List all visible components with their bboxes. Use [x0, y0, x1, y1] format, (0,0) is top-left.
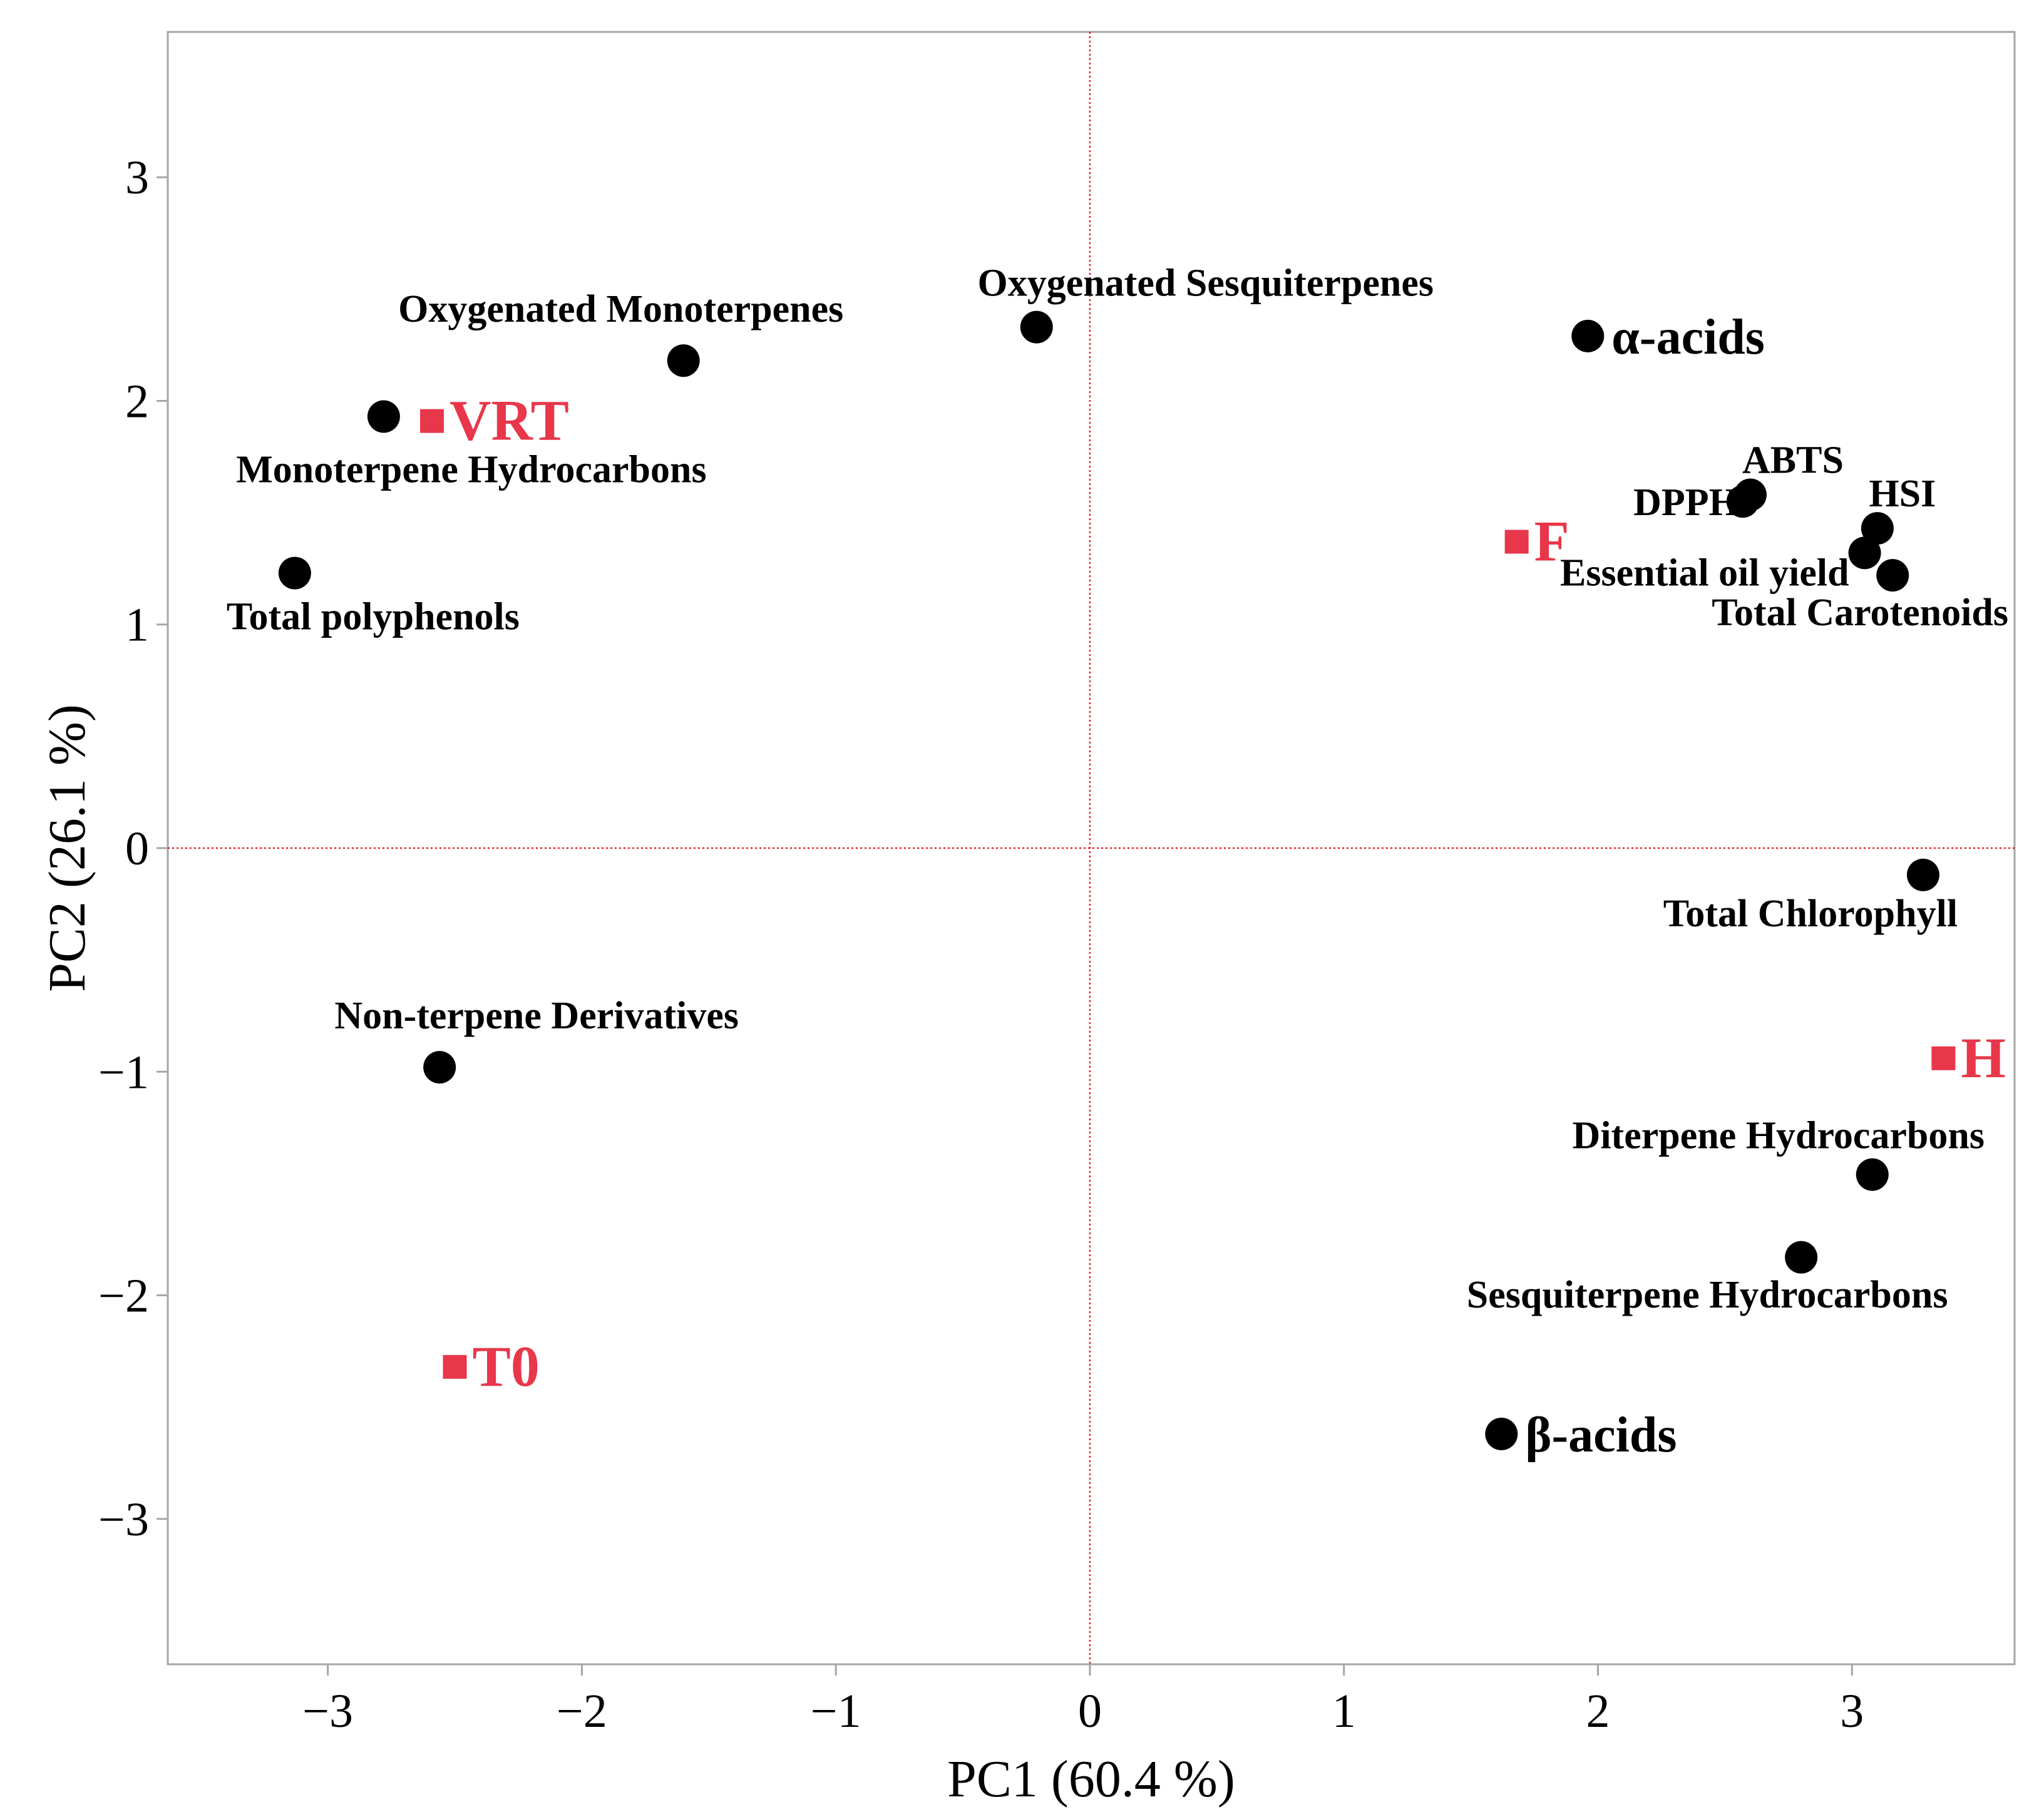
data-marks: [278, 310, 1956, 1451]
point-total-polyphenols: [278, 556, 311, 590]
y-tick-label: 3: [125, 151, 149, 204]
point-hsi: [1861, 512, 1894, 545]
x-axis-title: PC1 (60.4 %): [947, 1750, 1235, 1808]
y-axis-title: PC2 (26.1 %): [38, 704, 96, 992]
y-axis-ticks: −3 −2 −1 0 1 2 3: [98, 151, 168, 1546]
label-oxygenated-monoterpenes: Oxygenated Monoterpenes: [398, 288, 843, 330]
label-diterpene-hydrocarbons: Diterpene Hydrocarbons: [1573, 1115, 1985, 1157]
label-abts: ABTS: [1742, 439, 1844, 482]
point-sesquiterpene-hydrocarbons: [1785, 1241, 1818, 1274]
point-total-carotenoids: [1876, 559, 1909, 592]
point-h: [1931, 1046, 1956, 1070]
label-f: F: [1534, 509, 1569, 573]
label-essential-oil-yield: Essential oil yield: [1560, 551, 1849, 594]
point-oxygenated-sesquiterpenes: [1020, 310, 1053, 344]
data-labels: Oxygenated Sesquiterpenes Oxygenated Mono…: [227, 262, 2008, 1463]
y-tick-label: −2: [98, 1270, 149, 1323]
point-total-chlorophyll: [1906, 858, 1939, 891]
point-vrt: [420, 409, 444, 433]
y-tick-label: −3: [98, 1493, 149, 1546]
point-essential-oil-yield: [1848, 536, 1881, 570]
label-acids: α-acids: [1611, 310, 1765, 365]
label-vrt: VRT: [449, 389, 569, 453]
label-total-carotenoids: Total Carotenoids: [1712, 591, 2008, 634]
point-dpph: [1726, 485, 1759, 518]
point-diterpene-hydrocarbons: [1856, 1158, 1889, 1191]
point-non-terpene-derivatives: [423, 1051, 456, 1084]
label-dpph: DPPH: [1633, 481, 1739, 524]
label-t0: T0: [473, 1334, 540, 1398]
label-non-terpene-derivatives: Non-terpene Derivatives: [334, 995, 739, 1037]
label-hsi: HSI: [1869, 473, 1936, 515]
y-tick-label: −1: [98, 1046, 149, 1098]
x-tick-label: 2: [1586, 1685, 1610, 1738]
label-total-chlorophyll: Total Chlorophyll: [1663, 893, 1958, 935]
label-oxygenated-sesquiterpenes: Oxygenated Sesquiterpenes: [978, 262, 1434, 305]
y-tick-label: 0: [125, 822, 149, 875]
label-monoterpene-hydrocarbons: Monoterpene Hydrocarbons: [236, 448, 706, 491]
point-oxygenated-monoterpenes: [667, 344, 700, 377]
label-acids: β-acids: [1525, 1408, 1677, 1463]
label-sesquiterpene-hydrocarbons: Sesquiterpene Hydrocarbons: [1467, 1274, 1948, 1316]
point-monoterpene-hydrocarbons: [367, 400, 400, 433]
x-tick-label: 1: [1332, 1685, 1356, 1738]
reference-lines: [168, 32, 2015, 1664]
y-tick-label: 2: [125, 375, 149, 427]
x-tick-label: 0: [1078, 1685, 1102, 1738]
point-f: [1504, 530, 1529, 554]
label-h: H: [1961, 1026, 2006, 1090]
point-acids: [1571, 319, 1605, 352]
point-acids: [1485, 1418, 1518, 1451]
y-tick-label: 1: [125, 599, 149, 652]
x-axis-ticks: −3 −2 −1 0 1 2 3: [302, 1664, 1864, 1738]
x-tick-label: −1: [811, 1685, 861, 1738]
label-total-polyphenols: Total polyphenols: [227, 596, 520, 638]
x-tick-label: 3: [1840, 1685, 1864, 1738]
x-tick-label: −3: [302, 1685, 353, 1738]
x-tick-label: −2: [557, 1685, 607, 1738]
point-t0: [443, 1354, 467, 1379]
